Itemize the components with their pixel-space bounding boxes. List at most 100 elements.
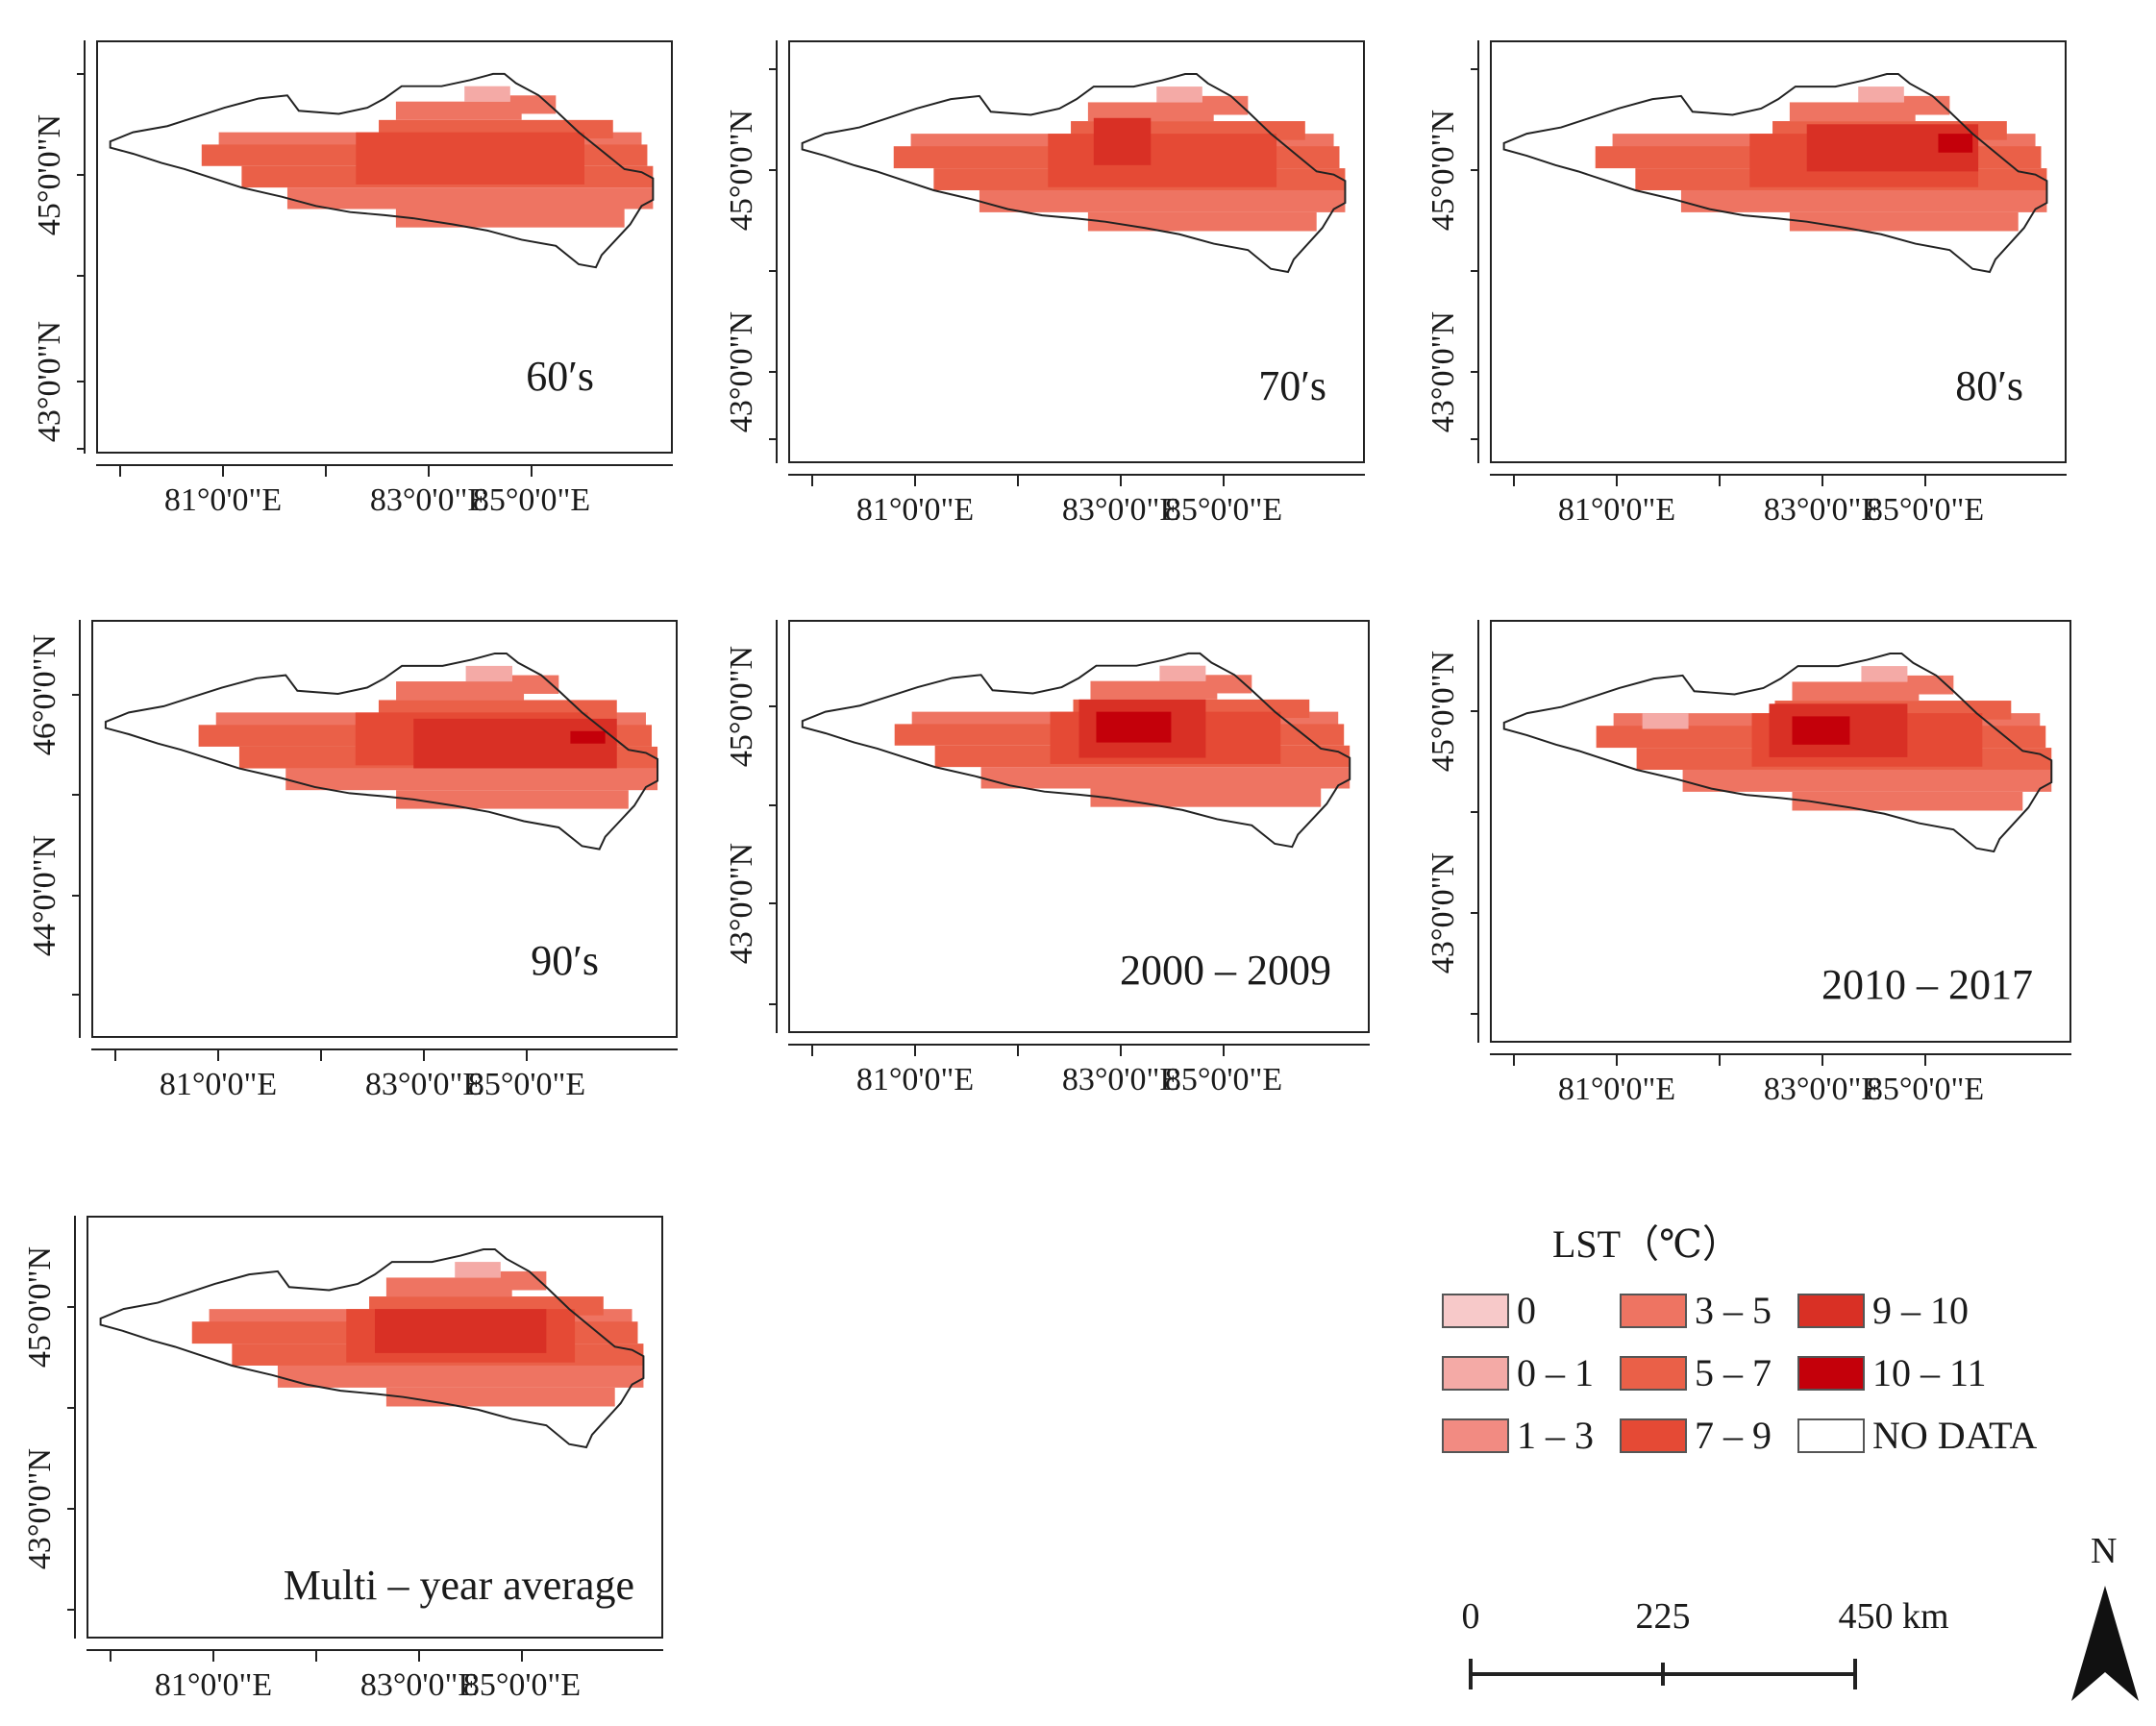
- legend-label: 9 – 10: [1872, 1289, 1969, 1332]
- panel-label: 90′s: [531, 937, 599, 984]
- basin-map: [1502, 73, 2048, 274]
- legend-item: 0: [1442, 1288, 1536, 1333]
- lst-raster-cell: [396, 681, 525, 701]
- basin-outline: [109, 72, 655, 269]
- map-panel-90s: 90′s 46°0'0"N 44°0'0"N 81°0'0"E 83°0'0"E 85°…: [27, 620, 678, 1102]
- map-frame: [96, 40, 673, 454]
- legend-swatch: [1620, 1293, 1687, 1328]
- lst-raster-cell: [285, 768, 658, 791]
- lst-raster-cell: [1156, 86, 1202, 103]
- map-panel-80s: 80′s 45°0'0"N 43°0'0"N 81°0'0"E 83°0'0"E 85°…: [1425, 40, 2067, 528]
- legend-label: 0 – 1: [1517, 1351, 1594, 1394]
- x-tick-label: 83°0'0"E: [359, 1667, 479, 1703]
- legend-swatch: [1442, 1418, 1509, 1453]
- scale-label-0: 0: [1461, 1596, 1480, 1637]
- map-panel-2000-2009: 2000 – 2009 45°0'0"N 43°0'0"N 81°0'0"E 83°0…: [724, 620, 1370, 1097]
- lst-raster-cell: [455, 1262, 501, 1278]
- panel-label: 80′s: [1955, 362, 2023, 409]
- scale-label-max: 450 km: [1838, 1596, 1949, 1637]
- lst-raster-cell: [1789, 102, 1916, 122]
- map-frame: [788, 40, 1365, 463]
- basin-map: [801, 73, 1347, 274]
- legend-swatch: [1620, 1355, 1687, 1391]
- y-tick-label: 45°0'0"N: [724, 109, 759, 232]
- lst-raster-cell: [277, 1365, 644, 1388]
- lst-raster-cell: [1792, 681, 1920, 702]
- scale-label-mid: 225: [1635, 1596, 1691, 1637]
- legend-title: LST（℃）: [1552, 1222, 1741, 1266]
- legend-label: 1 – 3: [1517, 1414, 1594, 1457]
- y-tick-label: 45°0'0"N: [22, 1245, 58, 1368]
- legend-label: NO DATA: [1872, 1414, 2038, 1457]
- x-tick-label: 81°0'0"E: [1557, 492, 1676, 528]
- basin-map: [99, 1248, 645, 1449]
- y-tick-label: 43°0'0"N: [22, 1447, 58, 1570]
- lst-raster-cell: [1087, 102, 1214, 122]
- legend-item: 10 – 11: [1797, 1350, 1987, 1395]
- map-frame: [87, 1216, 663, 1639]
- panel-label: Multi – year average: [283, 1562, 634, 1609]
- x-tick-label: 83°0'0"E: [364, 1067, 483, 1102]
- y-tick-label: 43°0'0"N: [724, 842, 759, 965]
- lst-raster-cell: [1682, 769, 2052, 792]
- scale-bar-line: [1469, 1659, 1857, 1689]
- lst-raster-cell: [1680, 189, 2047, 212]
- x-tick-label: 85°0'0"E: [1164, 1062, 1283, 1097]
- y-tick-label: 43°0'0"N: [32, 320, 67, 443]
- legend-swatch: [1620, 1418, 1687, 1453]
- legend-item: 7 – 9: [1620, 1413, 1772, 1458]
- y-tick-label: 45°0'0"N: [724, 645, 759, 768]
- legend-label: 5 – 7: [1695, 1351, 1772, 1394]
- basin-map: [1502, 653, 2053, 853]
- lst-raster-cell: [1792, 716, 1850, 745]
- axis-ticks: [1471, 620, 2071, 1066]
- lst-raster-cell: [1090, 680, 1218, 700]
- lst-raster-cell: [356, 132, 585, 185]
- axis-ticks: [77, 40, 673, 477]
- x-tick-label: 81°0'0"E: [159, 1067, 278, 1102]
- y-tick-label: 43°0'0"N: [1425, 310, 1461, 433]
- lst-raster-cell: [375, 1309, 547, 1353]
- map-panel-2010-2017: 2010 – 2017 45°0'0"N 43°0'0"N 81°0'0"E 83°0…: [1425, 620, 2071, 1107]
- lst-raster-cell: [1090, 788, 1322, 807]
- lst-raster-cell: [385, 1387, 615, 1407]
- y-tick-label: 43°0'0"N: [1425, 851, 1461, 974]
- legend-swatch: [1797, 1418, 1865, 1453]
- y-tick-label: 46°0'0"N: [27, 633, 62, 756]
- x-tick-label: 81°0'0"E: [154, 1667, 273, 1703]
- y-tick-label: 45°0'0"N: [1425, 650, 1461, 773]
- y-tick-label: 44°0'0"N: [27, 834, 62, 957]
- legend-label: 3 – 5: [1695, 1289, 1772, 1332]
- x-tick-label: 83°0'0"E: [1763, 1072, 1882, 1107]
- panel-label: 2000 – 2009: [1120, 947, 1331, 994]
- x-tick-label: 85°0'0"E: [472, 482, 591, 518]
- basin-map: [109, 72, 655, 269]
- x-tick-label: 83°0'0"E: [1061, 492, 1180, 528]
- lst-raster-cell: [1861, 666, 1908, 682]
- basin-outline: [1502, 73, 2048, 274]
- x-tick-label: 81°0'0"E: [1557, 1072, 1676, 1107]
- basin-outline: [99, 1248, 645, 1449]
- legend-item: 1 – 3: [1442, 1413, 1594, 1458]
- map-frame: [788, 620, 1370, 1033]
- legend-item: 3 – 5: [1620, 1288, 1772, 1333]
- map-frame: [1490, 620, 2071, 1043]
- x-tick-label: 81°0'0"E: [163, 482, 283, 518]
- y-tick-label: 45°0'0"N: [1425, 109, 1461, 232]
- legend-label: 10 – 11: [1872, 1351, 1987, 1394]
- legend-item: 5 – 7: [1620, 1350, 1772, 1395]
- lst-raster-cell: [1858, 86, 1904, 103]
- lst-raster-cell: [1093, 117, 1152, 165]
- legend-swatch: [1442, 1293, 1509, 1328]
- lst-raster-cell: [1642, 713, 1689, 729]
- lst-raster-cell: [1789, 211, 2019, 232]
- axis-ticks: [769, 620, 1370, 1056]
- basin-outline: [801, 652, 1351, 849]
- legend-swatch: [1797, 1293, 1865, 1328]
- map-frame: [1490, 40, 2067, 463]
- lst-raster-cell: [396, 790, 629, 809]
- axis-ticks: [1471, 40, 2067, 486]
- north-arrow-icon: [2071, 1586, 2139, 1701]
- lst-raster-cell: [465, 665, 512, 682]
- legend-item: 0 – 1: [1442, 1350, 1594, 1395]
